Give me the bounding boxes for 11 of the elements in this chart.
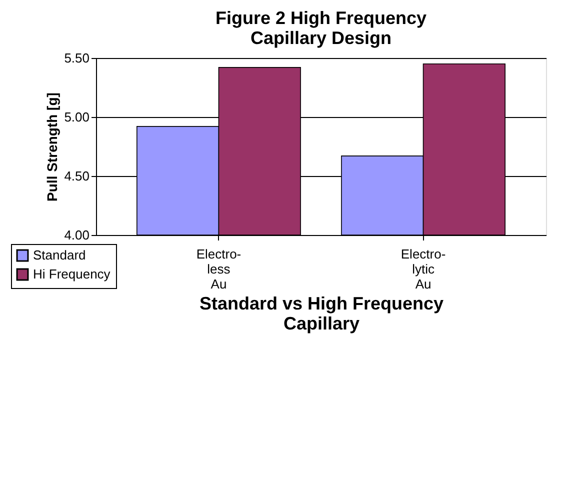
y-tick-label: 4.00 xyxy=(64,228,90,242)
x-tick-label: Electro- less Au xyxy=(196,246,242,292)
chart-title: Figure 2 High Frequency Capillary Design xyxy=(215,8,427,48)
legend-label: Hi Frequency xyxy=(33,266,111,282)
y-tick-label: 5.00 xyxy=(64,110,90,124)
y-tick-label: 5.50 xyxy=(64,50,90,66)
x-tick-label: Electro- lytic Au xyxy=(400,246,446,292)
legend-label: Standard xyxy=(33,248,86,262)
x-axis-title: Standard vs High Frequency Capillary xyxy=(199,294,444,334)
y-axis-title: Pull Strength [g] xyxy=(44,92,60,202)
y-tick-label: 4.50 xyxy=(64,168,90,184)
